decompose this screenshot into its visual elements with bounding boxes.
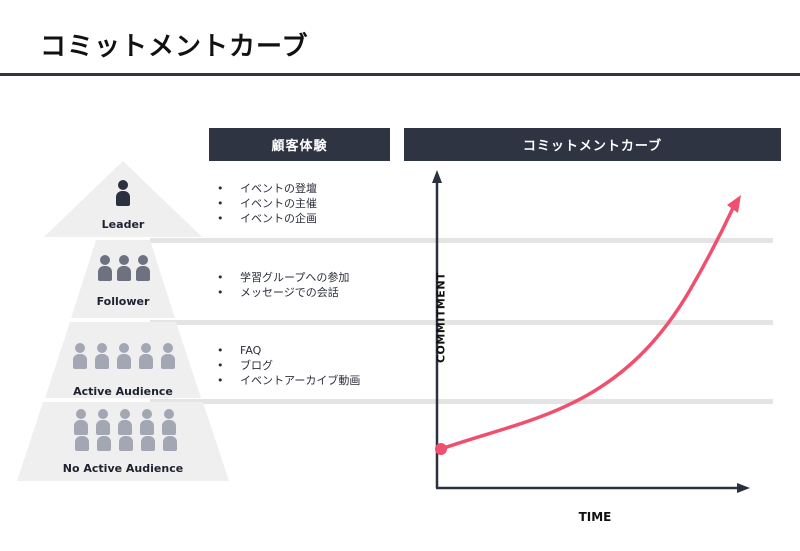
person-icon (136, 255, 150, 281)
person-icon (73, 343, 87, 369)
person-icon (98, 255, 112, 281)
growth-curve (439, 206, 735, 451)
tier-label-follower: Follower (96, 295, 150, 308)
list-item: イベントの企画 (212, 211, 317, 226)
list-item: イベントアーカイブ動画 (212, 373, 360, 388)
tier-label-active-audience: Active Audience (73, 385, 173, 398)
tier-separator-3 (150, 399, 773, 404)
growth-curve-start-dot (435, 443, 447, 455)
pyramid-tier-active-audience: Active Audience (44, 322, 202, 398)
person-icon (116, 180, 130, 206)
person-icon (139, 343, 153, 369)
follower-experience-list: 学習グループへの参加 メッセージでの会話 (212, 270, 349, 300)
tier-label-leader: Leader (101, 218, 145, 231)
x-axis-label: TIME (578, 510, 612, 524)
person-icon (119, 425, 133, 451)
leader-experience-list: イベントの登壇 イベントの主催 イベントの企画 (212, 181, 317, 226)
list-item: イベントの登壇 (212, 181, 317, 196)
list-item: ブログ (212, 358, 360, 373)
growth-curve-arrowhead (727, 195, 741, 213)
person-icon (163, 425, 177, 451)
header-customer-experience: 顧客体験 (209, 128, 390, 161)
page-title: コミットメントカーブ (40, 32, 309, 62)
pyramid-tier-no-active-audience: No Active Audience (17, 402, 229, 481)
tier-separator-1 (150, 238, 773, 243)
title-divider (0, 73, 800, 76)
person-icon (161, 343, 175, 369)
list-item: FAQ (212, 343, 360, 358)
tier-label-no-active-audience: No Active Audience (62, 462, 184, 475)
list-item: イベントの主催 (212, 196, 317, 211)
tier-separator-2 (150, 320, 773, 325)
person-icon (75, 425, 89, 451)
y-axis-label: COMMITMENT (434, 271, 448, 364)
y-axis-arrowhead (432, 170, 442, 183)
person-icon (141, 425, 155, 451)
person-icon (117, 343, 131, 369)
person-icon (117, 255, 131, 281)
header-commitment-curve: コミットメントカーブ (404, 128, 781, 161)
active-audience-experience-list: FAQ ブログ イベントアーカイブ動画 (212, 343, 360, 388)
list-item: メッセージでの会話 (212, 285, 349, 300)
x-axis-arrowhead (737, 483, 750, 493)
person-icon (95, 343, 109, 369)
list-item: 学習グループへの参加 (212, 270, 349, 285)
person-icon (97, 425, 111, 451)
